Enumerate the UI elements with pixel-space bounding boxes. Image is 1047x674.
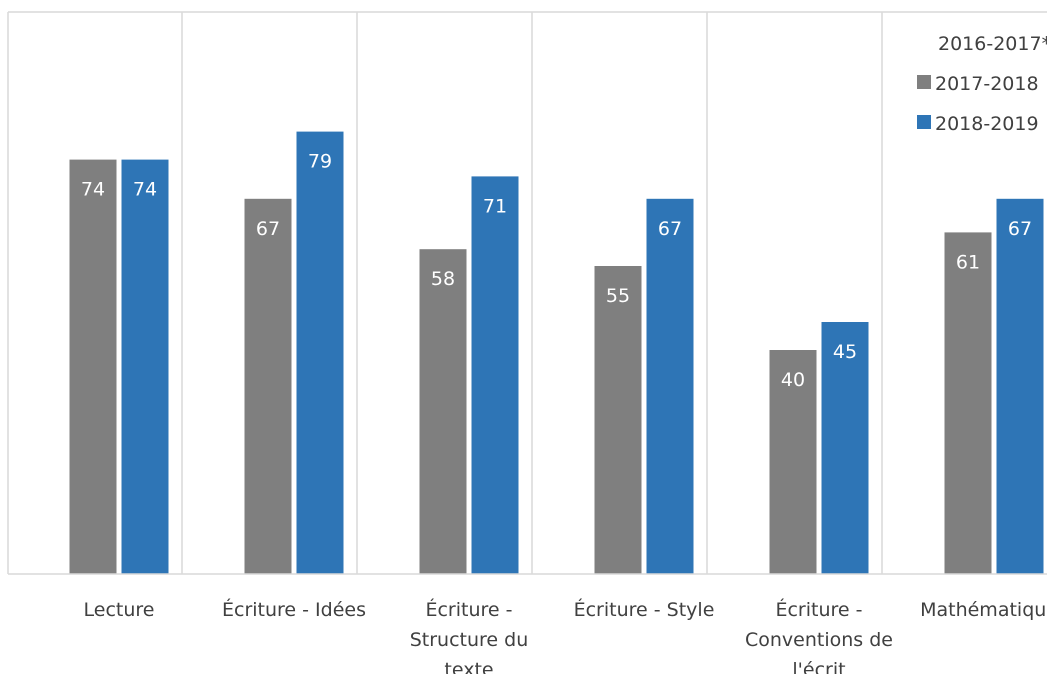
bar-value-label: 40 bbox=[781, 369, 805, 391]
bar-value-label: 61 bbox=[956, 251, 980, 273]
legend-entry: 2016-2017* bbox=[938, 33, 1047, 55]
bar-2017-2018-3 bbox=[594, 266, 642, 574]
category-label: Écriture - Style bbox=[574, 598, 715, 621]
category-label: Écriture -Conventions de l'écrit bbox=[745, 598, 893, 674]
legend-swatch bbox=[917, 75, 931, 89]
category-label: Mathématiques bbox=[920, 599, 1047, 621]
bar-value-label: 71 bbox=[483, 195, 507, 217]
data-labels-layer: 74 74 67 79 58 71 55 67 40 45 61 67 bbox=[81, 151, 1032, 391]
category-label: Écriture - Idées bbox=[222, 598, 366, 621]
bar-2017-2018-2 bbox=[419, 249, 467, 574]
bar-2018-2019-1 bbox=[296, 131, 344, 574]
bar-value-label: 74 bbox=[133, 179, 157, 201]
category-label: Lecture bbox=[84, 599, 155, 621]
bar-2018-2019-3 bbox=[646, 198, 694, 575]
bar-value-label: 74 bbox=[81, 179, 105, 201]
bars-layer bbox=[69, 131, 1044, 575]
legend-entry: 2017-2018 bbox=[935, 73, 1039, 95]
category-label: Écriture -Structure du texte bbox=[410, 598, 529, 674]
bar-2018-2019-0 bbox=[121, 159, 169, 574]
bar-2017-2018-0 bbox=[69, 159, 117, 574]
bar-value-label: 67 bbox=[1008, 218, 1032, 240]
bar-2017-2018-4 bbox=[769, 350, 817, 574]
bar-value-label: 55 bbox=[606, 285, 630, 307]
bar-value-label: 67 bbox=[658, 218, 682, 240]
legend: 2016-2017* 2017-2018 2018-2019 bbox=[917, 33, 1047, 135]
bar-2018-2019-5 bbox=[996, 198, 1044, 575]
legend-entry: 2018-2019 bbox=[935, 113, 1039, 135]
bar-value-label: 67 bbox=[256, 218, 280, 240]
bar-2018-2019-4 bbox=[821, 322, 869, 574]
bar-value-label: 58 bbox=[431, 268, 455, 290]
legend-swatch bbox=[917, 115, 931, 129]
bar-2017-2018-5 bbox=[944, 232, 992, 574]
axis-layer: Lecture Écriture - Idées Écriture -Structu… bbox=[8, 573, 1047, 674]
bar-2018-2019-2 bbox=[471, 176, 519, 574]
bar-value-label: 45 bbox=[833, 341, 857, 363]
bar-2017-2018-1 bbox=[244, 198, 292, 575]
bar-value-label: 79 bbox=[308, 151, 332, 173]
grid-layer bbox=[7, 11, 1047, 574]
